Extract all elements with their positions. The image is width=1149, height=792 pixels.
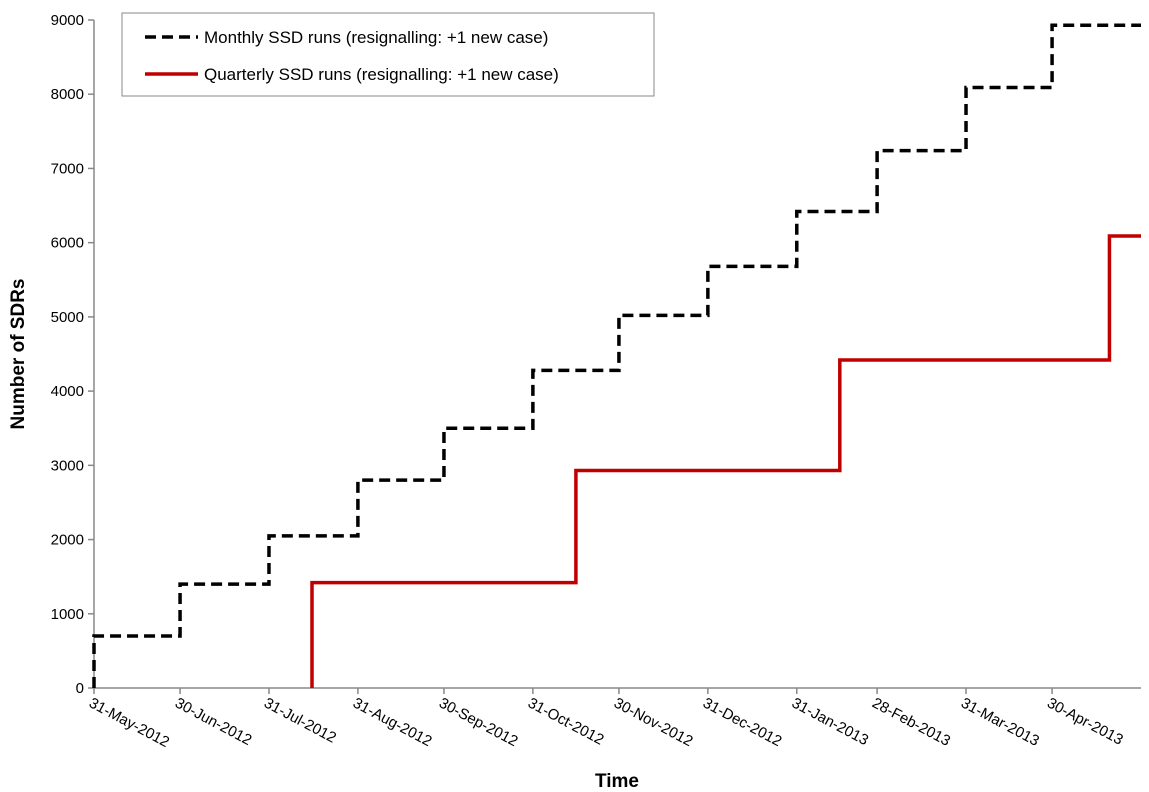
y-tick-label: 3000: [51, 457, 84, 474]
y-tick-label: 0: [76, 680, 84, 697]
x-tick-label: 31-Mar-2013: [958, 695, 1042, 750]
series-layer: [92, 23, 1141, 688]
legend: Monthly SSD runs (resignalling: +1 new c…: [121, 12, 655, 97]
legend-label-quarterly: Quarterly SSD runs (resignalling: +1 new…: [204, 65, 559, 84]
y-axis-title: Number of SDRs: [8, 279, 29, 430]
x-tick-label: 31-Jan-2013: [789, 695, 871, 750]
x-tick-label: 28-Feb-2013: [869, 695, 953, 750]
series-line-monthly: [92, 23, 1141, 688]
plot-area: 0 1000 2000 3000 4000 5000 6000 7000 8000 9000 31…: [51, 12, 1141, 751]
x-tick-label: 31-Oct-2012: [525, 695, 607, 749]
x-tick-label: 31-Aug-2012: [350, 695, 435, 751]
x-tick-label: 30-Nov-2012: [611, 695, 696, 751]
series-line-quarterly: [310, 234, 1141, 688]
x-tick-label: 30-Apr-2013: [1044, 695, 1126, 749]
y-tick-label: 6000: [51, 235, 84, 252]
x-tick-label: 30-Sep-2012: [436, 695, 521, 751]
x-axis-title: Time: [595, 771, 639, 792]
y-tick-label: 5000: [51, 309, 84, 326]
x-tick-label: 31-May-2012: [86, 695, 172, 752]
y-tick-label: 8000: [51, 86, 84, 103]
x-tick-label: 31-Jul-2012: [261, 695, 339, 747]
y-tick-label: 7000: [51, 160, 84, 177]
x-tick-label: 30-Jun-2012: [172, 695, 254, 750]
y-tick-label: 2000: [51, 532, 84, 549]
y-tick-label: 1000: [51, 606, 84, 623]
y-axis-ticks: 0 1000 2000 3000 4000 5000 6000 7000 8000 9000: [51, 12, 94, 697]
y-tick-label: 4000: [51, 383, 84, 400]
legend-label-monthly: Monthly SSD runs (resignalling: +1 new c…: [204, 28, 548, 47]
legend-box: [121, 12, 655, 97]
x-tick-label: 31-Dec-2012: [700, 695, 785, 751]
x-axis-ticks: 31-May-2012 30-Jun-2012 31-Jul-2012 31-Aug-…: [86, 688, 1126, 751]
y-tick-label: 9000: [51, 12, 84, 29]
